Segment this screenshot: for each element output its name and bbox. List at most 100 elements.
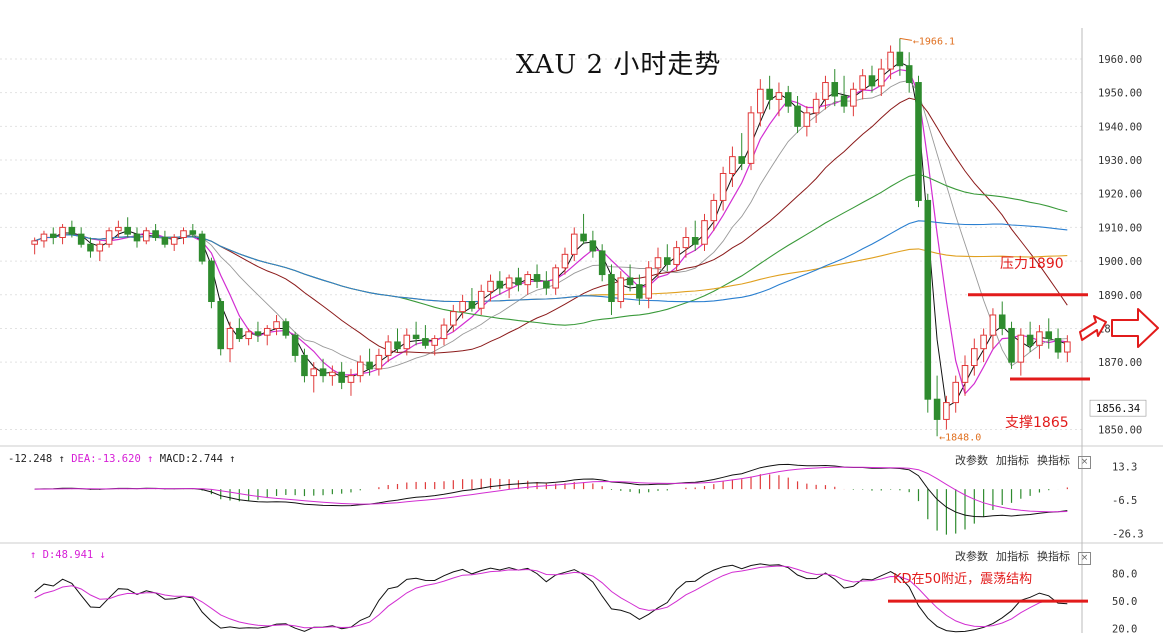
candle-body bbox=[989, 314, 997, 336]
candle-body bbox=[1054, 338, 1062, 353]
candle-body bbox=[729, 156, 736, 174]
kd-tick-label: 80.0 bbox=[1112, 569, 1137, 581]
ma-line bbox=[34, 80, 1068, 370]
candle-body bbox=[636, 284, 643, 299]
candle-body bbox=[87, 243, 94, 252]
candle-body bbox=[859, 75, 866, 90]
edit-params-button[interactable]: 改参数 bbox=[955, 454, 988, 467]
candle-body bbox=[115, 226, 122, 232]
ma-line bbox=[34, 220, 1068, 303]
kd-header: ↑ D:48.941 ↓ bbox=[30, 549, 106, 561]
ma-line bbox=[34, 69, 1068, 395]
macd-dif-line bbox=[34, 463, 1068, 518]
macd-dif-label: -12.248 ↑ bbox=[8, 453, 65, 465]
candle-body bbox=[1045, 331, 1053, 340]
candle-body bbox=[840, 95, 848, 107]
candle-body bbox=[803, 112, 811, 127]
up-arrow-icon bbox=[1079, 315, 1107, 341]
kd-tick-label: 50.0 bbox=[1112, 596, 1137, 608]
candle-body bbox=[543, 280, 550, 289]
price-axis: 1960.00 1950.00 1940.00 1930.00 1920.00 1910.… bbox=[1081, 28, 1147, 633]
candle-body bbox=[1008, 327, 1015, 363]
candle-body bbox=[980, 334, 987, 350]
candle-body bbox=[515, 277, 522, 286]
candle-body bbox=[1026, 334, 1034, 346]
candle-body bbox=[850, 88, 857, 107]
candle-body bbox=[924, 199, 932, 400]
candle-body bbox=[496, 280, 504, 289]
candle-body bbox=[226, 327, 234, 350]
price-tick-label: 1870.00 bbox=[1098, 357, 1142, 369]
current-price-label: 1856.34 bbox=[1096, 403, 1140, 415]
kd-toolbar: 改参数 加指标 换指标 × bbox=[955, 548, 1091, 565]
candle-body bbox=[468, 301, 476, 309]
candle-body bbox=[784, 92, 792, 107]
candle-body bbox=[673, 247, 680, 265]
candle-body bbox=[952, 381, 959, 404]
candle-body bbox=[794, 105, 801, 127]
candle-body bbox=[40, 233, 48, 242]
switch-indicator-button[interactable]: 换指标 bbox=[1037, 454, 1070, 467]
candle-body bbox=[561, 253, 569, 269]
macd-value-label: MACD:2.744 ↑ bbox=[159, 453, 236, 465]
candle-body bbox=[236, 327, 243, 340]
candle-body bbox=[254, 331, 262, 336]
candle-body bbox=[747, 112, 755, 164]
candle-body bbox=[105, 230, 113, 245]
candle-body bbox=[998, 314, 1006, 329]
macd-dea-label: DEA:-13.620 ↑ bbox=[71, 453, 154, 465]
kd-d-label: ↑ D:48.941 ↓ bbox=[30, 549, 106, 561]
close-icon[interactable]: × bbox=[1078, 456, 1091, 469]
candle-body bbox=[77, 233, 85, 245]
high-marker bbox=[899, 37, 912, 41]
candle-body bbox=[394, 341, 401, 350]
candle-body bbox=[440, 324, 448, 340]
candle-body bbox=[961, 365, 969, 383]
candle-body bbox=[273, 321, 280, 329]
candle-body bbox=[96, 243, 104, 252]
candle-body bbox=[766, 88, 773, 100]
candle-body bbox=[143, 230, 150, 242]
candle-body bbox=[896, 51, 904, 67]
candle-body bbox=[375, 354, 383, 370]
price-tick-label: 1900.00 bbox=[1098, 256, 1142, 268]
candle-body bbox=[189, 230, 197, 235]
candle-body bbox=[161, 237, 169, 245]
macd-tick-label: -26.3 bbox=[1112, 529, 1144, 541]
add-indicator-button[interactable]: 加指标 bbox=[996, 454, 1029, 467]
candle-body bbox=[831, 82, 839, 97]
candle-body bbox=[31, 240, 38, 245]
price-tick-label: 1940.00 bbox=[1098, 121, 1142, 133]
candle-body bbox=[933, 398, 941, 420]
candle-body bbox=[971, 348, 978, 367]
candle-body bbox=[877, 68, 885, 87]
candle-body bbox=[133, 233, 141, 242]
candle-body bbox=[915, 82, 922, 201]
candles bbox=[31, 38, 1071, 437]
candle-body bbox=[710, 199, 718, 222]
price-tick-label: 1920.00 bbox=[1098, 189, 1142, 201]
edit-params-button-2[interactable]: 改参数 bbox=[955, 550, 988, 563]
candle-body bbox=[59, 226, 66, 239]
candle-body bbox=[403, 334, 411, 350]
candle-body bbox=[1017, 334, 1025, 363]
candle-body bbox=[180, 230, 187, 239]
chart-title: XAU 2 小时走势 bbox=[516, 50, 722, 80]
macd-header: -12.248 ↑ DEA:-13.620 ↑ MACD:2.744 ↑ bbox=[8, 453, 236, 465]
switch-indicator-button-2[interactable]: 换指标 bbox=[1037, 550, 1070, 563]
candle-body bbox=[812, 98, 820, 114]
kd-tick-label: 20.0 bbox=[1112, 623, 1137, 633]
add-indicator-button-2[interactable]: 加指标 bbox=[996, 550, 1029, 563]
candle-body bbox=[682, 237, 690, 249]
kd-panel: 80.0 50.0 20.0 KD在50附近，震荡结构 bbox=[34, 563, 1137, 633]
high-label: ←1966.1 bbox=[913, 36, 955, 47]
candle-body bbox=[412, 334, 420, 340]
macd-dea-line bbox=[34, 466, 1068, 513]
close-icon-2[interactable]: × bbox=[1078, 552, 1091, 565]
candle-body bbox=[217, 301, 225, 350]
candle-body bbox=[822, 82, 829, 100]
candle-body bbox=[868, 75, 876, 87]
candle-body bbox=[49, 233, 57, 239]
candle-body bbox=[664, 257, 671, 265]
